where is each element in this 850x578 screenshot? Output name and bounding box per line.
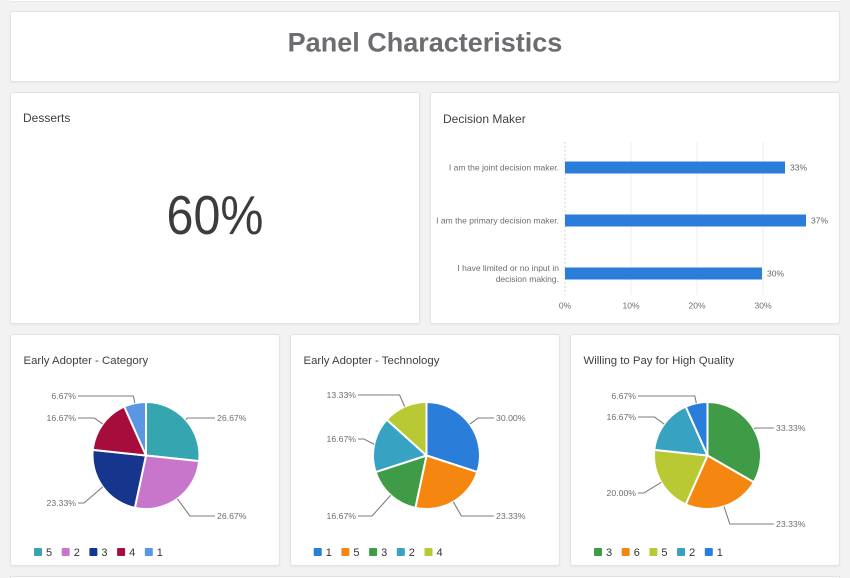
svg-text:10%: 10%	[622, 301, 639, 311]
svg-text:I am the primary decision make: I am the primary decision maker.	[436, 216, 559, 226]
svg-text:16.67%: 16.67%	[47, 413, 77, 423]
svg-text:0%: 0%	[559, 301, 572, 311]
svg-text:3: 3	[101, 547, 107, 559]
svg-text:3: 3	[606, 547, 612, 559]
svg-text:33%: 33%	[790, 163, 807, 173]
svg-text:16.67%: 16.67%	[327, 511, 357, 521]
svg-text:5: 5	[661, 547, 667, 559]
svg-text:2: 2	[409, 547, 415, 559]
svg-text:13.33%: 13.33%	[327, 390, 357, 400]
svg-text:23.33%: 23.33%	[496, 511, 526, 521]
svg-text:30%: 30%	[754, 301, 771, 311]
svg-text:16.67%: 16.67%	[607, 412, 637, 422]
svg-text:6.67%: 6.67%	[611, 391, 636, 401]
svg-text:3: 3	[381, 547, 387, 559]
svg-text:1: 1	[326, 547, 332, 559]
svg-text:1: 1	[157, 547, 163, 559]
svg-text:37%: 37%	[811, 216, 828, 226]
svg-text:30%: 30%	[767, 269, 784, 279]
svg-text:33.33%: 33.33%	[776, 423, 806, 433]
svg-text:20.00%: 20.00%	[607, 488, 637, 498]
svg-text:5: 5	[353, 547, 359, 559]
svg-text:30.00%: 30.00%	[496, 413, 526, 423]
svg-text:I have limited or no input in: I have limited or no input in	[457, 263, 559, 273]
svg-text:1: 1	[717, 547, 723, 559]
svg-text:16.67%: 16.67%	[327, 434, 357, 444]
svg-text:4: 4	[129, 547, 135, 559]
svg-text:23.33%: 23.33%	[47, 498, 77, 508]
svg-text:6: 6	[634, 547, 640, 559]
svg-text:I am the joint decision maker.: I am the joint decision maker.	[449, 163, 559, 173]
svg-text:decision making.: decision making.	[496, 274, 559, 284]
svg-text:2: 2	[74, 547, 80, 559]
svg-text:20%: 20%	[688, 301, 705, 311]
svg-text:26.67%: 26.67%	[217, 511, 247, 521]
svg-text:26.67%: 26.67%	[217, 413, 247, 423]
svg-text:6.67%: 6.67%	[51, 391, 76, 401]
svg-text:23.33%: 23.33%	[776, 519, 806, 529]
svg-text:2: 2	[689, 547, 695, 559]
svg-text:4: 4	[437, 547, 443, 559]
svg-text:5: 5	[46, 547, 52, 559]
